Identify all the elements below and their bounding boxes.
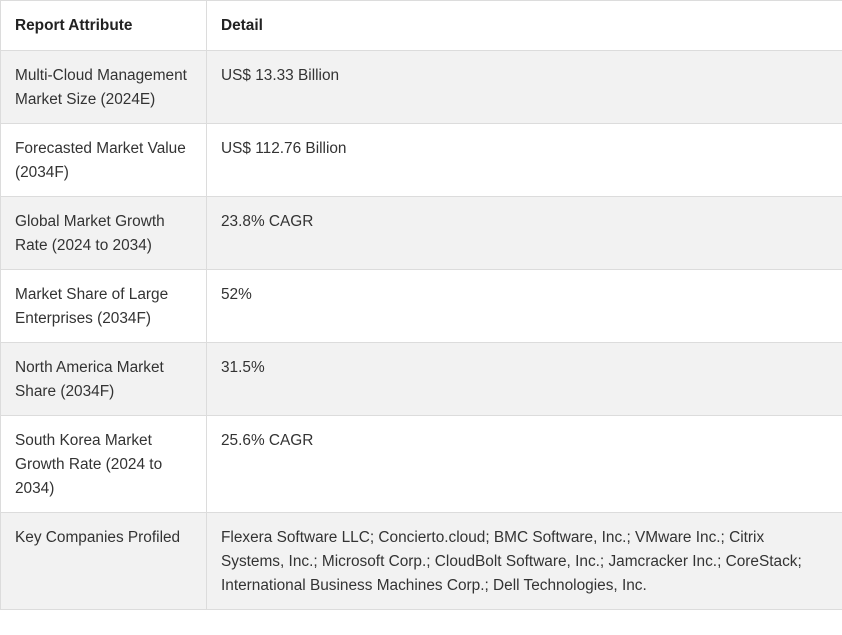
table-row: Key Companies Profiled Flexera Software … <box>0 512 842 610</box>
column-header-detail: Detail <box>206 0 842 51</box>
table-row: South Korea Market Growth Rate (2024 to … <box>0 415 842 513</box>
attribute-cell: South Korea Market Growth Rate (2024 to … <box>0 415 207 513</box>
attribute-cell: Global Market Growth Rate (2024 to 2034) <box>0 196 207 270</box>
table-row: North America Market Share (2034F) 31.5% <box>0 342 842 416</box>
detail-cell: 31.5% <box>206 342 842 416</box>
attribute-cell: North America Market Share (2034F) <box>0 342 207 416</box>
report-attributes-table: Report Attribute Detail Multi-Cloud Mana… <box>0 0 842 610</box>
table-row: Multi-Cloud Management Market Size (2024… <box>0 50 842 124</box>
table-row: Market Share of Large Enterprises (2034F… <box>0 269 842 343</box>
attribute-cell: Multi-Cloud Management Market Size (2024… <box>0 50 207 124</box>
detail-cell: US$ 112.76 Billion <box>206 123 842 197</box>
attribute-cell: Key Companies Profiled <box>0 512 207 610</box>
detail-cell: US$ 13.33 Billion <box>206 50 842 124</box>
table-header-row: Report Attribute Detail <box>0 0 842 51</box>
column-header-attribute: Report Attribute <box>0 0 207 51</box>
detail-cell: 25.6% CAGR <box>206 415 842 513</box>
detail-cell: 52% <box>206 269 842 343</box>
detail-cell: 23.8% CAGR <box>206 196 842 270</box>
attribute-cell: Forecasted Market Value (2034F) <box>0 123 207 197</box>
table-row: Forecasted Market Value (2034F) US$ 112.… <box>0 123 842 197</box>
attribute-cell: Market Share of Large Enterprises (2034F… <box>0 269 207 343</box>
detail-cell: Flexera Software LLC; Concierto.cloud; B… <box>206 512 842 610</box>
table-row: Global Market Growth Rate (2024 to 2034)… <box>0 196 842 270</box>
